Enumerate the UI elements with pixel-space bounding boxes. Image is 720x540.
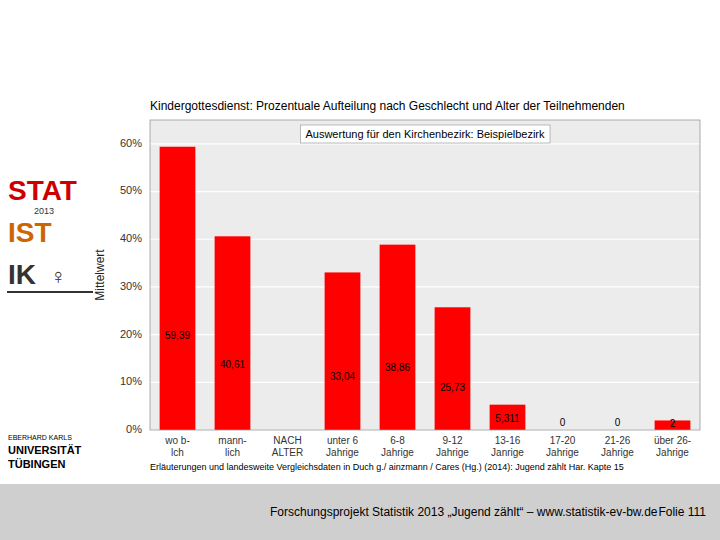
bars (160, 147, 691, 430)
x-tick-label: 17-20Jahrige (546, 435, 579, 458)
data-label: 0 (560, 417, 566, 428)
logo-year: 2013 (34, 206, 54, 216)
logo-stat: STAT (8, 175, 77, 206)
x-tick-label: über 26-Jahrige (654, 435, 691, 458)
university-line-1: EBERHARD KARLS (8, 434, 72, 441)
y-tick-label: 50% (120, 184, 142, 196)
plot-background (150, 120, 700, 430)
footer-bar (0, 484, 720, 540)
title: Kindergottesdienst: Prozentuale Aufteilu… (150, 99, 625, 113)
plot-frame (150, 120, 700, 430)
x-tick-label: 21-26Jahrige (601, 435, 634, 458)
x-tick-label: unter 6Jahrige (326, 435, 359, 458)
y-tick-label: 60% (120, 137, 142, 149)
data-label: 0 (615, 417, 621, 428)
slide-number: Folie 111 (658, 505, 706, 519)
x-tick-label: 9-12Jahrige (436, 435, 469, 458)
subtitle-box: Auswertung für den Kirchenbezirk: Beispi… (300, 125, 550, 143)
data-label: 5,311 (495, 413, 520, 424)
bar (325, 272, 361, 430)
y-tick-label: 30% (120, 280, 142, 292)
bar (215, 236, 251, 430)
y-ticks: 0% 10% 20% 30% 40% 50% 60% (120, 137, 142, 435)
x-tick-label: NACHALTER (272, 435, 304, 458)
x-tick-label: 6-8Jahrige (381, 435, 414, 458)
chart: 0% 10% 20% 30% 40% 50% 60% 59,39 40,61 33,04 38,86… (0, 0, 720, 540)
subtitle: Auswertung für den Kirchenbezirk: Beispi… (305, 128, 545, 140)
bar (380, 245, 416, 430)
grid (150, 144, 700, 430)
x-tick-label: wo b-lch (164, 435, 189, 458)
logo-symbol: ♀ (50, 264, 67, 289)
logo-ist: IST (8, 217, 52, 248)
grid-line (150, 143, 700, 144)
y-tick-label: 40% (120, 232, 142, 244)
y-tick-label: 10% (120, 375, 142, 387)
bar (490, 405, 526, 430)
data-label: 38,86 (385, 362, 410, 373)
bar (160, 147, 196, 430)
logo-ik: IK (8, 259, 36, 290)
bar (435, 307, 471, 430)
footer-text: Forschungsprojekt Statistik 2013 „Jugend… (270, 505, 658, 519)
data-label: 59,39 (165, 330, 190, 341)
x-tick-label: mann-lich (218, 435, 246, 458)
x-tick-labels: wo b-lch mann-lich NACHALTER unter 6Jahrige… (164, 435, 691, 458)
data-labels: 59,39 40,61 33,04 38,86 25,73 5,311 0 0 2 (165, 330, 676, 429)
university-line-3: TÜBINGEN (8, 458, 66, 470)
data-label: 33,04 (330, 371, 355, 382)
annotations: Erläuterungen und landesweite Vergleichs… (8, 175, 706, 519)
data-label: 40,61 (220, 359, 245, 370)
subtitle-frame (300, 125, 550, 143)
university-line-2: UNIVERSITÄT (8, 444, 82, 456)
data-label: 2 (670, 418, 676, 429)
footnote: Erläuterungen und landesweite Vergleichs… (150, 462, 624, 472)
data-label: 25,73 (440, 382, 465, 393)
grid-line (150, 191, 700, 192)
logo-rule (7, 291, 93, 293)
x-tick-label: 13-16Janrige (491, 435, 524, 458)
y-axis-label: Mittelwert (93, 249, 107, 301)
y-tick-label: 0% (126, 423, 142, 435)
y-tick-label: 20% (120, 328, 142, 340)
